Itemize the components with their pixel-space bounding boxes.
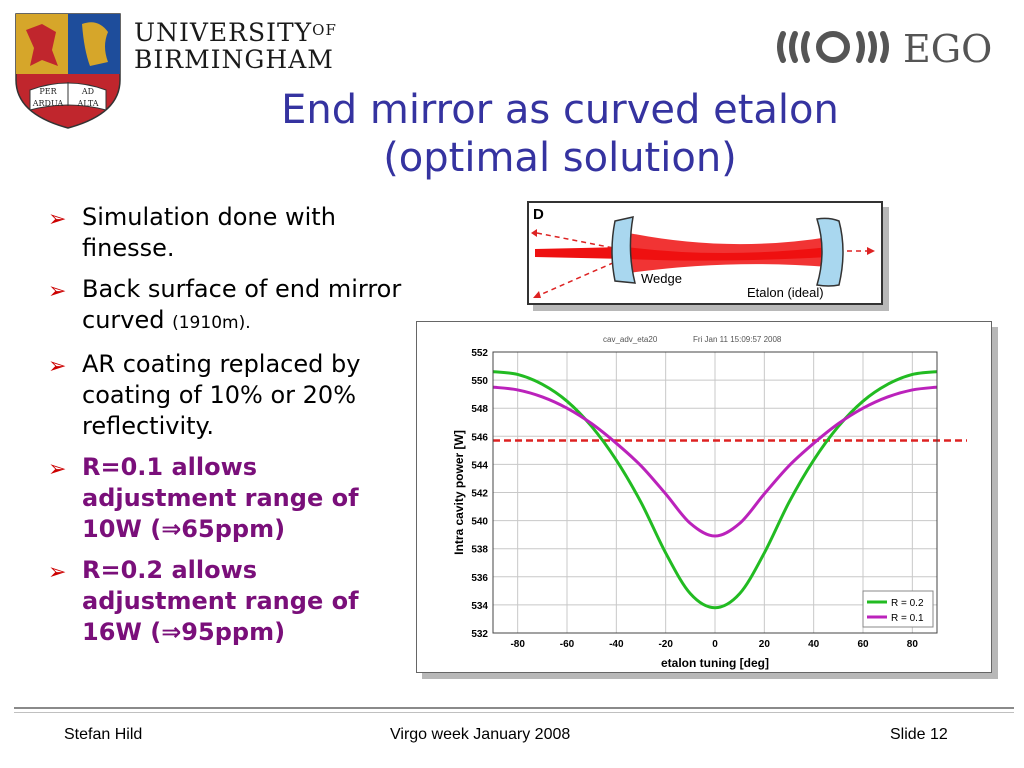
chart-panel: cav_adv_eta20 Fri Jan 11 15:09:57 2008 -… bbox=[416, 321, 992, 673]
arrow-bullet-icon: ➢ bbox=[48, 354, 67, 379]
footer-author: Stefan Hild bbox=[64, 726, 143, 743]
y-tick-label: 540 bbox=[471, 517, 488, 528]
wedge-label: Wedge bbox=[641, 271, 682, 286]
footer-slide-number: Slide 12 bbox=[890, 726, 948, 743]
x-tick-label: 80 bbox=[907, 639, 919, 650]
x-tick-label: -80 bbox=[510, 639, 525, 650]
power-chart: cav_adv_eta20 Fri Jan 11 15:09:57 2008 -… bbox=[452, 335, 967, 670]
y-axis-label: Intra cavity power [W] bbox=[452, 430, 466, 555]
y-tick-label: 544 bbox=[471, 460, 488, 471]
arrow-right-icon bbox=[867, 247, 875, 255]
y-tick-label: 546 bbox=[471, 432, 488, 443]
bullet-list: ➢ Simulation done with finesse. ➢ Back sur… bbox=[48, 202, 406, 658]
arrow-bullet-icon: ➢ bbox=[48, 207, 67, 232]
footer-event: Virgo week January 2008 bbox=[390, 726, 571, 743]
y-tick-label: 536 bbox=[471, 573, 488, 584]
x-tick-label: -20 bbox=[658, 639, 673, 650]
title-line2: (optimal solution) bbox=[383, 135, 737, 181]
y-tick-label: 534 bbox=[471, 601, 488, 612]
university-line1: UNIVERSITY bbox=[134, 18, 313, 47]
plot-frame bbox=[492, 351, 938, 634]
ego-logo-text: EGO bbox=[903, 27, 992, 71]
crest-motto-4: ALTA bbox=[76, 99, 98, 108]
chart-legend: R = 0.2 R = 0.1 bbox=[862, 590, 934, 628]
crest-motto-3: ARDUA bbox=[32, 99, 64, 108]
bullet-item: ➢ AR coating replaced by coating of 10% o… bbox=[48, 349, 406, 442]
bullet-text: Simulation done with finesse. bbox=[82, 203, 336, 262]
diagram-panel-label: D bbox=[533, 206, 544, 223]
optical-diagram-svg: D Wedge Etalon (ideal) bbox=[531, 206, 875, 300]
legend-label: R = 0.1 bbox=[891, 613, 924, 624]
university-crest-logo: PER AD ARDUA ALTA bbox=[15, 13, 121, 129]
x-tick-label: 20 bbox=[759, 639, 771, 650]
y-tick-label: 550 bbox=[471, 376, 488, 387]
reflected-ray-top bbox=[536, 232, 630, 252]
etalon-label: Etalon (ideal) bbox=[747, 285, 824, 300]
university-of: OF bbox=[312, 21, 337, 39]
arrow-left-icon bbox=[531, 229, 537, 237]
chart-series bbox=[492, 370, 967, 610]
series-line-1 bbox=[492, 370, 938, 610]
beam-cavity bbox=[629, 233, 829, 273]
chart-grid bbox=[493, 351, 937, 634]
series-line-2 bbox=[492, 385, 938, 538]
y-tick-label: 532 bbox=[471, 629, 488, 640]
crest-motto-1: PER bbox=[39, 87, 57, 96]
legend-label: R = 0.2 bbox=[891, 598, 924, 609]
university-name: UNIVERSITYOF BIRMINGHAM bbox=[134, 16, 337, 73]
y-tick-label: 548 bbox=[471, 404, 488, 415]
footer-divider-thin bbox=[14, 712, 1014, 713]
bullet-text: R=0.2 allows adjustment range of 16W (⇒9… bbox=[82, 556, 359, 646]
footer-divider bbox=[14, 707, 1014, 709]
bullet-item: ➢ R=0.2 allows adjustment range of 16W (⇒… bbox=[48, 555, 406, 648]
title-line1: End mirror as curved etalon bbox=[281, 87, 839, 133]
y-tick-label: 538 bbox=[471, 545, 488, 556]
ego-logo: EGO bbox=[777, 27, 992, 71]
arrow-down-left-icon bbox=[533, 291, 541, 298]
bullet-text: Back surface of end mirror curved bbox=[82, 275, 402, 334]
crest-motto-2: AD bbox=[81, 87, 94, 96]
optical-diagram: D Wedge Etalon (ideal) bbox=[527, 201, 883, 305]
x-axis-label: etalon tuning [deg] bbox=[661, 656, 769, 670]
bullet-suffix: (1910m). bbox=[172, 313, 251, 333]
bullet-item: ➢ R=0.1 allows adjustment range of 10W (⇒… bbox=[48, 452, 406, 545]
arrow-bullet-icon: ➢ bbox=[48, 457, 67, 482]
bullet-item: ➢ Back surface of end mirror curved (1910… bbox=[48, 274, 406, 339]
x-tick-label: -60 bbox=[560, 639, 575, 650]
x-tick-label: 60 bbox=[857, 639, 869, 650]
slide-title: End mirror as curved etalon (optimal sol… bbox=[200, 86, 920, 182]
legend-box bbox=[862, 590, 934, 628]
x-tick-label: 40 bbox=[808, 639, 820, 650]
bullet-item: ➢ Simulation done with finesse. bbox=[48, 202, 406, 264]
x-tick-label: 0 bbox=[712, 639, 718, 650]
y-tick-label: 542 bbox=[471, 489, 488, 500]
x-tick-label: -40 bbox=[609, 639, 624, 650]
arrow-bullet-icon: ➢ bbox=[48, 279, 67, 304]
university-line2: BIRMINGHAM bbox=[134, 45, 334, 74]
chart-ticks: -80 -60 -40 -20 0 20 40 60 80 532 534 536 538 540 542 5… bbox=[471, 348, 918, 650]
wedge-mirror bbox=[611, 216, 636, 284]
y-tick-label: 552 bbox=[471, 348, 488, 359]
chart-header-left: cav_adv_eta20 bbox=[603, 335, 658, 344]
bullet-text: AR coating replaced by coating of 10% or… bbox=[82, 350, 361, 440]
bullet-text: R=0.1 allows adjustment range of 10W (⇒6… bbox=[82, 453, 359, 543]
etalon-mirror bbox=[816, 217, 844, 287]
arrow-bullet-icon: ➢ bbox=[48, 560, 67, 585]
chart-header-right: Fri Jan 11 15:09:57 2008 bbox=[693, 335, 782, 344]
